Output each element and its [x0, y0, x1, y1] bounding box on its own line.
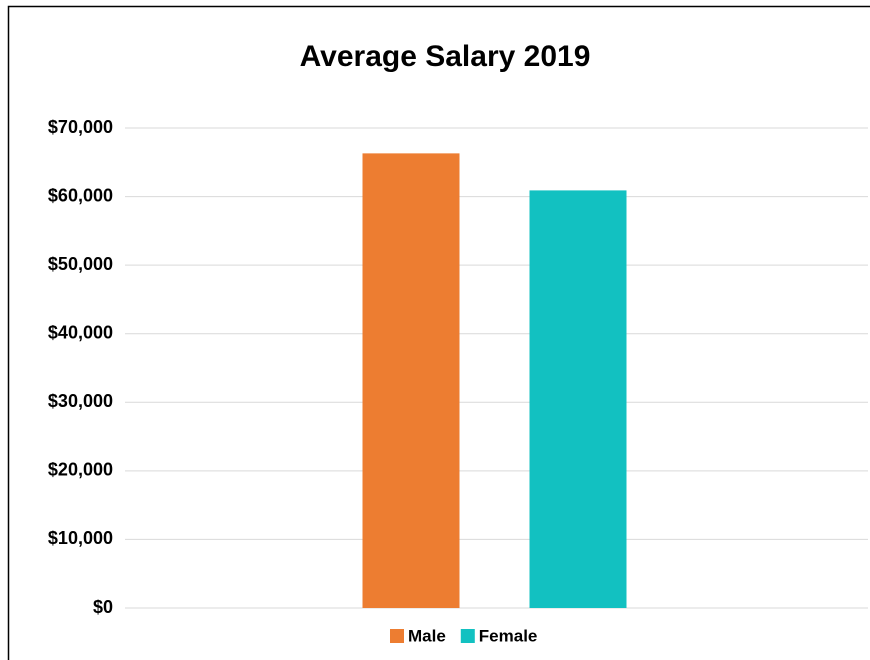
y-tick-label: $20,000 [48, 460, 113, 480]
y-tick-label: $60,000 [48, 185, 113, 205]
legend-swatch [390, 629, 404, 643]
chart-title: Average Salary 2019 [300, 40, 591, 73]
bar [529, 190, 627, 608]
y-tick-label: $30,000 [48, 391, 113, 411]
legend-label: Male [408, 626, 446, 645]
y-tick-label: $70,000 [48, 117, 113, 137]
legend-label: Female [479, 626, 538, 645]
y-tick-label: $50,000 [48, 254, 113, 274]
y-tick-label: $0 [93, 597, 113, 617]
y-tick-label: $10,000 [48, 528, 113, 548]
y-tick-label: $40,000 [48, 322, 113, 342]
legend-swatch [460, 629, 475, 643]
bar [362, 153, 460, 608]
